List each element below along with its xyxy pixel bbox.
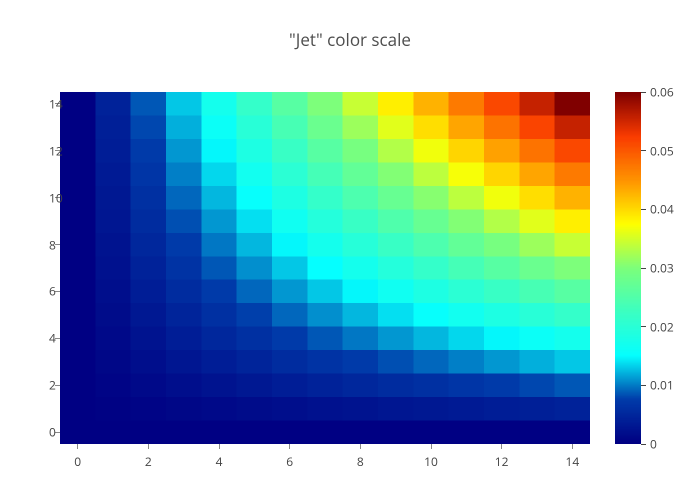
x-tick: [219, 444, 220, 449]
plot-area[interactable]: 0246810121402468101214: [60, 92, 590, 444]
colorbar-tick: [641, 326, 646, 327]
x-tick: [501, 444, 502, 449]
colorbar-tick-label: 0.01: [650, 377, 674, 394]
colorbar-tick: [641, 209, 646, 210]
x-tick-label: 4: [216, 453, 223, 470]
x-tick-label: 12: [495, 453, 509, 470]
colorbar-tick: [641, 268, 646, 269]
colorbar-tick-label: 0.06: [650, 84, 674, 101]
x-tick: [572, 444, 573, 449]
x-tick-label: 8: [357, 453, 364, 470]
colorbar-tick-label: 0.02: [650, 318, 674, 335]
x-tick: [148, 444, 149, 449]
colorbar-tick: [641, 150, 646, 151]
heatmap-canvas[interactable]: [60, 92, 590, 444]
chart-title: "Jet" color scale: [0, 28, 700, 51]
colorbar-tick-label: 0.05: [650, 142, 674, 159]
x-tick-label: 14: [565, 453, 579, 470]
x-tick-label: 0: [74, 453, 81, 470]
colorbar[interactable]: 00.010.020.030.040.050.06: [615, 92, 641, 444]
x-tick: [289, 444, 290, 449]
colorbar-tick-label: 0.03: [650, 260, 674, 277]
colorbar-tick-label: 0.04: [650, 201, 674, 218]
colorbar-tick: [641, 444, 646, 445]
x-tick: [360, 444, 361, 449]
x-tick-label: 6: [286, 453, 293, 470]
x-tick-label: 10: [424, 453, 438, 470]
chart-root: "Jet" color scale 0246810121402468101214…: [0, 0, 700, 500]
colorbar-gradient: [615, 92, 641, 444]
x-tick: [431, 444, 432, 449]
colorbar-tick: [641, 92, 646, 93]
x-tick-label: 2: [145, 453, 152, 470]
x-tick: [77, 444, 78, 449]
colorbar-tick: [641, 385, 646, 386]
colorbar-tick-label: 0: [650, 436, 657, 453]
